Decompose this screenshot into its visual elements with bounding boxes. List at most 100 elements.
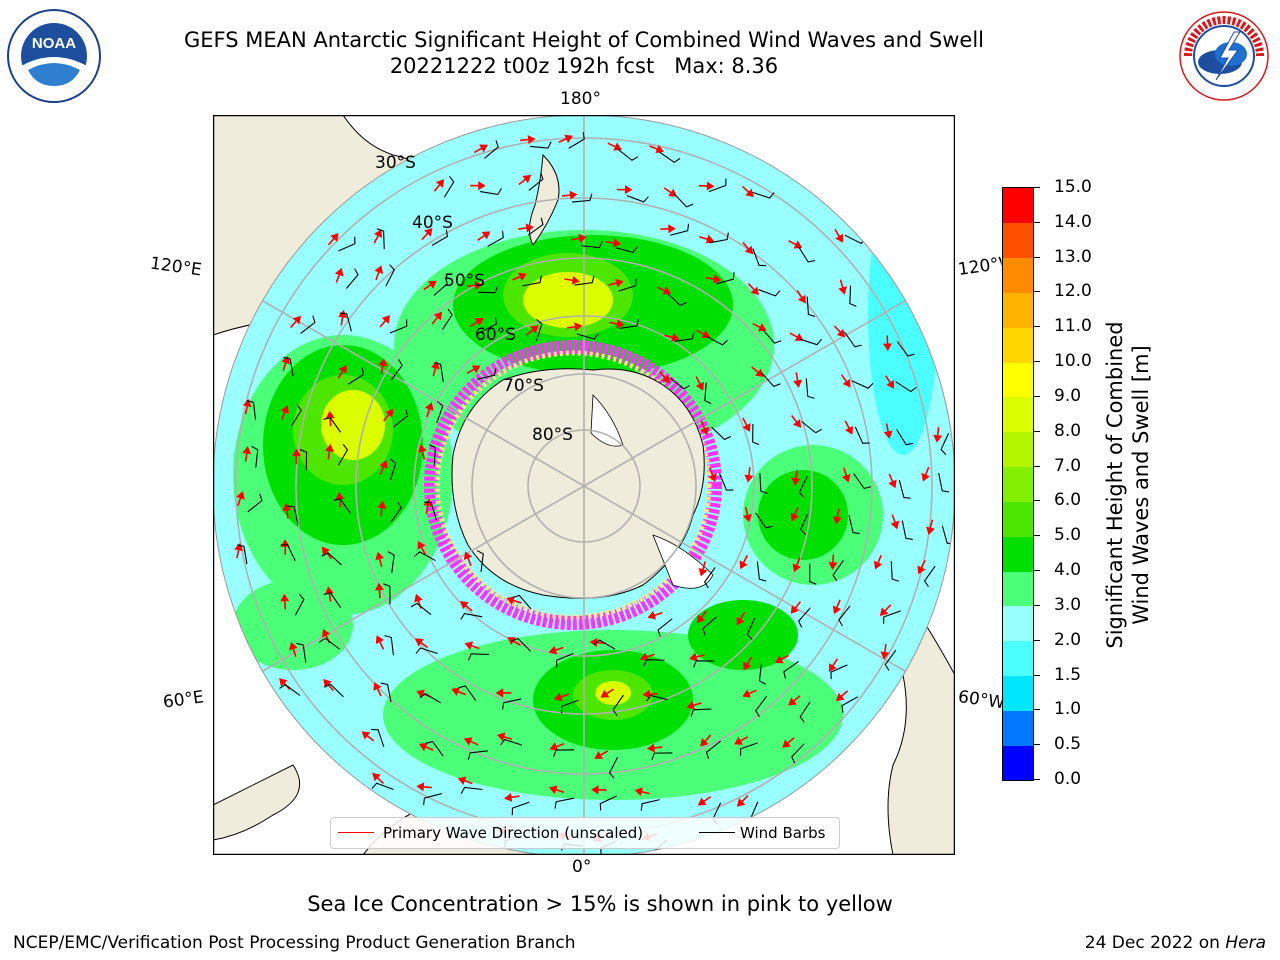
wave-arrow-head <box>361 731 371 740</box>
wind-barb <box>345 268 359 289</box>
wind-barb <box>323 417 342 433</box>
wave-arrow-head <box>698 567 708 577</box>
svg-text:NOAA: NOAA <box>32 35 76 52</box>
wind-barb <box>299 449 308 471</box>
wave-arrow-head <box>481 231 491 240</box>
colorbar-tick-label: 1.5 <box>1054 664 1082 685</box>
wave-arrow-head <box>518 272 527 281</box>
wind-barb <box>568 132 585 149</box>
wind-barb <box>511 801 530 816</box>
colorbar-tick <box>1034 570 1040 572</box>
wave-arrow-head <box>788 697 797 706</box>
wind-barb <box>294 593 305 616</box>
lat-label-60s: 60°S <box>475 325 516 345</box>
wind-barb <box>711 426 732 441</box>
wave-arrow-head <box>689 652 698 662</box>
colorbar-tick <box>1034 430 1040 432</box>
wind-barb <box>323 683 344 698</box>
wave-arrow-head <box>378 358 388 367</box>
wave-arrow-head <box>451 687 460 696</box>
wave-arrow-head <box>739 560 748 570</box>
wind-barb <box>236 544 248 565</box>
lon-label-60w: 60°W <box>956 687 1004 713</box>
wind-barb <box>761 372 781 387</box>
wind-barb <box>419 692 442 704</box>
wave-arrow-head <box>242 399 252 408</box>
wave-arrow-head <box>755 368 764 377</box>
colorbar-tick <box>1034 744 1040 746</box>
lon-label-60e: 60°E <box>161 687 206 713</box>
wind-barb <box>390 501 402 523</box>
antarctic-wave-map <box>213 115 955 855</box>
wind-barb <box>709 232 729 244</box>
wind-barb <box>746 617 756 640</box>
wind-barb <box>460 786 483 794</box>
wave-arrow-head <box>790 605 799 614</box>
wave-arrow-head <box>744 245 754 255</box>
wind-barb <box>477 285 499 294</box>
wave-arrow-head <box>697 797 707 806</box>
colorbar-tick <box>1034 709 1040 711</box>
colorbar-segment <box>1003 605 1033 642</box>
wave-arrow-head <box>424 228 433 237</box>
wave-arrow-head <box>591 785 599 795</box>
wave-arrow-head <box>415 638 424 647</box>
wind-barb <box>321 552 342 566</box>
wind-barb <box>756 561 767 582</box>
wind-barb <box>554 797 574 809</box>
wind-barb <box>428 444 436 466</box>
wind-barb <box>848 514 861 535</box>
lat-label-40s: 40°S <box>412 213 453 233</box>
colorbar-tick <box>1034 500 1040 502</box>
wave-arrow-head <box>525 223 534 233</box>
wind-barb <box>476 368 497 380</box>
wind-barb <box>805 378 815 399</box>
colorbar-tick-label: 2.0 <box>1054 629 1082 650</box>
lat-label-70s: 70°S <box>503 376 544 396</box>
colorbar-tick-label: 9.0 <box>1054 385 1082 406</box>
wind-barb <box>391 359 403 381</box>
wind-barb <box>798 476 808 499</box>
wave-arrow-head <box>549 785 558 795</box>
noaa-logo: NOAA <box>6 8 102 104</box>
wind-barb <box>593 639 616 650</box>
wind-barb <box>286 505 299 525</box>
wind-barb <box>280 543 296 562</box>
wind-barb <box>528 172 544 191</box>
wind-barb <box>535 319 543 342</box>
wave-arrow-head <box>612 238 622 248</box>
wind-barb <box>801 421 823 434</box>
wave-arrow-head <box>372 772 381 782</box>
wave-arrow-head <box>750 286 759 296</box>
wind-barb <box>528 217 544 236</box>
colorbar-label: Significant Height of Combined Wind Wave… <box>1102 185 1154 785</box>
lon-label-180: 180° <box>560 89 601 109</box>
wind-barb <box>646 694 669 702</box>
wind-barb <box>659 151 681 163</box>
wind-barb <box>283 356 294 377</box>
wind-barb <box>561 699 579 714</box>
colorbar-tick-label: 5.0 <box>1054 525 1082 546</box>
wave-arrow-head <box>700 426 709 436</box>
wind-barb <box>251 445 259 468</box>
barb-legend-label: Wind Barbs <box>740 824 826 842</box>
wave-arrow-head <box>616 319 625 329</box>
lat-label-50s: 50°S <box>444 271 485 291</box>
colorbar-segment <box>1003 292 1033 328</box>
wave-arrow-head <box>879 607 889 616</box>
lon-label-120e: 120°E <box>148 253 203 281</box>
wave-arrow-head <box>639 652 649 662</box>
wind-barb <box>484 140 499 159</box>
wave-arrow-head <box>574 322 583 332</box>
wave-arrow-head <box>564 134 573 143</box>
wave-arrow-head <box>375 551 385 561</box>
wave-arrow-head <box>418 742 428 752</box>
wind-barb <box>480 316 497 333</box>
wave-arrow-head <box>793 379 803 388</box>
wave-arrow-head <box>338 364 347 374</box>
wind-barb <box>619 318 640 329</box>
colorbar-segment <box>1003 640 1033 677</box>
wind-barb <box>617 148 639 161</box>
wave-arrow-head <box>474 318 484 326</box>
wind-barb <box>940 432 950 455</box>
